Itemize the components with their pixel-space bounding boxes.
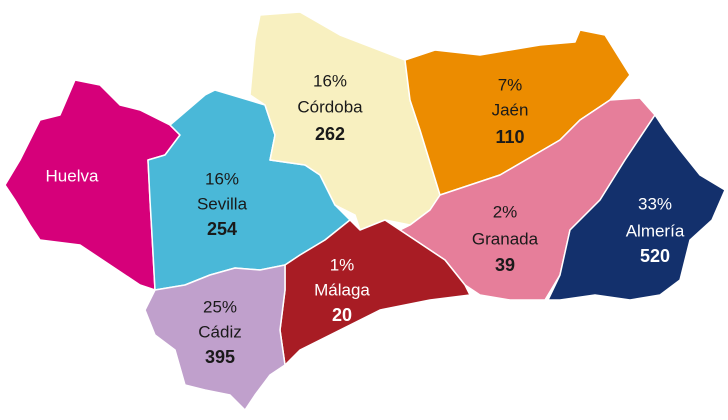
province-value: 254 (207, 219, 237, 239)
province-name: Málaga (314, 280, 370, 299)
huelva-region (4, 79, 181, 291)
province-value: 395 (205, 347, 235, 367)
province-value: 110 (495, 127, 524, 147)
province-name: Almería (626, 221, 685, 240)
province-value: 39 (495, 255, 515, 275)
province-value: 262 (315, 124, 345, 144)
province-name: Granada (472, 229, 539, 248)
province-percent: 16% (313, 71, 347, 90)
province-percent: 7% (498, 75, 523, 94)
province-name: Cádiz (198, 322, 241, 341)
cadiz-region (144, 264, 286, 411)
province-value: 520 (640, 246, 670, 266)
province-name: Huelva (46, 166, 99, 185)
province-percent: 16% (205, 169, 239, 188)
province-percent: 2% (493, 202, 518, 221)
almeria-region (547, 114, 726, 301)
province-percent: 1% (330, 255, 355, 274)
province-name: Jaén (492, 100, 529, 119)
province-name: Sevilla (197, 194, 248, 213)
province-percent: 33% (638, 194, 672, 213)
province-percent: 25% (203, 297, 237, 316)
jaen-region (404, 29, 631, 196)
province-value: 20 (332, 305, 352, 325)
province-name: Córdoba (297, 97, 363, 116)
